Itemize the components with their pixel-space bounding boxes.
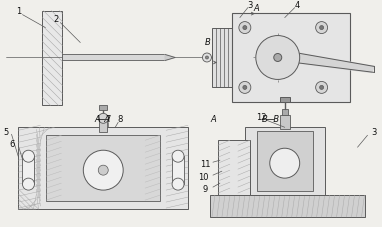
Bar: [210, 195, 364, 217]
Bar: [99, 105, 107, 110]
Text: 8: 8: [118, 115, 123, 124]
Text: B: B: [262, 115, 268, 124]
Bar: [218, 140, 250, 195]
Circle shape: [98, 113, 108, 123]
Bar: [212, 27, 232, 87]
Text: 5: 5: [3, 128, 8, 137]
Circle shape: [23, 178, 34, 190]
Bar: [42, 11, 62, 105]
Polygon shape: [295, 52, 374, 72]
Circle shape: [316, 81, 328, 93]
Circle shape: [320, 26, 324, 30]
Text: 1: 1: [16, 7, 21, 16]
Text: 12: 12: [257, 113, 267, 122]
Bar: [280, 97, 290, 102]
Bar: [257, 131, 312, 191]
Text: 9: 9: [202, 185, 207, 194]
Text: —B: —B: [266, 115, 280, 124]
Bar: [23, 156, 34, 184]
Circle shape: [172, 150, 184, 162]
Circle shape: [243, 85, 247, 89]
Text: 2: 2: [54, 15, 59, 24]
Text: 7: 7: [105, 115, 111, 124]
Bar: [18, 127, 188, 209]
Text: 10: 10: [198, 173, 208, 182]
Bar: [99, 118, 107, 132]
Text: 11: 11: [200, 160, 210, 169]
Text: B: B: [205, 38, 211, 47]
Text: A: A: [94, 115, 100, 124]
Bar: [172, 156, 184, 184]
Text: —A: —A: [96, 115, 110, 124]
Bar: [62, 54, 165, 60]
Circle shape: [316, 22, 328, 34]
Circle shape: [270, 148, 300, 178]
Circle shape: [243, 26, 247, 30]
Circle shape: [202, 53, 212, 62]
Text: A: A: [210, 115, 216, 124]
Circle shape: [98, 165, 108, 175]
Text: A: A: [254, 4, 260, 13]
Circle shape: [320, 85, 324, 89]
Bar: [47, 135, 160, 201]
Circle shape: [206, 56, 209, 59]
Circle shape: [172, 178, 184, 190]
Circle shape: [239, 22, 251, 34]
Bar: [245, 127, 325, 195]
Bar: [280, 115, 290, 129]
Circle shape: [274, 54, 282, 62]
Circle shape: [239, 81, 251, 93]
Text: 3: 3: [372, 128, 377, 137]
Circle shape: [23, 150, 34, 162]
Bar: [282, 109, 288, 115]
Bar: [232, 13, 350, 102]
Text: 6: 6: [10, 140, 15, 149]
Circle shape: [83, 150, 123, 190]
Text: 4: 4: [295, 1, 300, 10]
Circle shape: [256, 36, 300, 79]
Text: 3: 3: [247, 1, 253, 10]
Polygon shape: [165, 54, 175, 60]
